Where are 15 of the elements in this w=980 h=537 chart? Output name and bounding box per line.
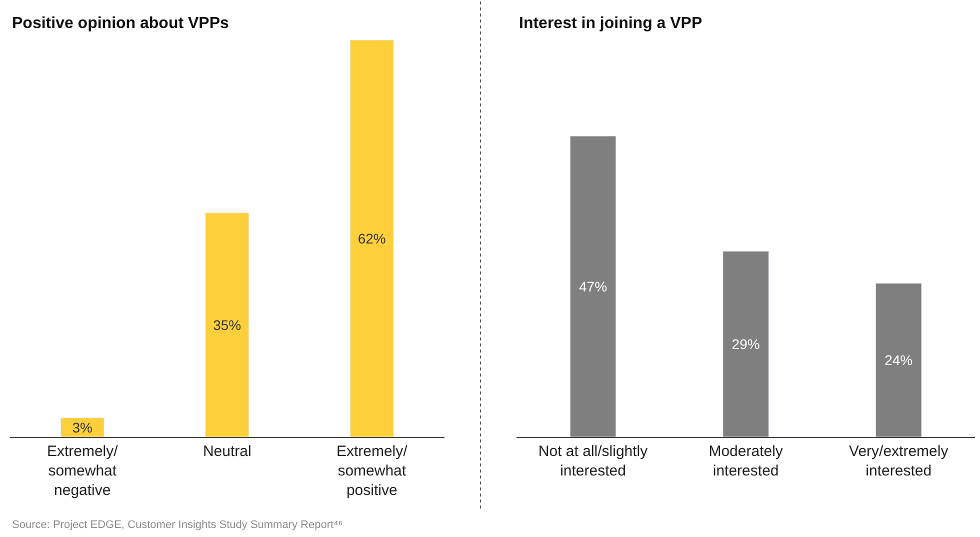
x-tick-label: Extremely/ somewhat negative — [46, 443, 119, 499]
chart-title: Interest in joining a VPP — [519, 15, 702, 32]
x-tick-label: Extremely/ somewhat positive — [336, 443, 408, 499]
data-label: 47% — [579, 278, 608, 295]
data-label: 3% — [72, 419, 92, 436]
data-label: 24% — [884, 352, 913, 368]
x-tick-label: Very/extremely interested — [849, 443, 949, 480]
chart-title: Positive opinion about VPPs — [12, 15, 230, 32]
x-tick-label: Not at all/slightly interested — [538, 443, 648, 480]
data-label: 35% — [213, 316, 242, 333]
x-tick-label: Neutral — [202, 443, 252, 460]
x-tick-label: Moderately interested — [708, 443, 784, 480]
data-label: 62% — [358, 230, 386, 246]
data-label: 29% — [732, 336, 760, 352]
source-note: Source: Project EDGE, Customer Insights Study Summary Report⁴⁶ — [12, 519, 343, 531]
